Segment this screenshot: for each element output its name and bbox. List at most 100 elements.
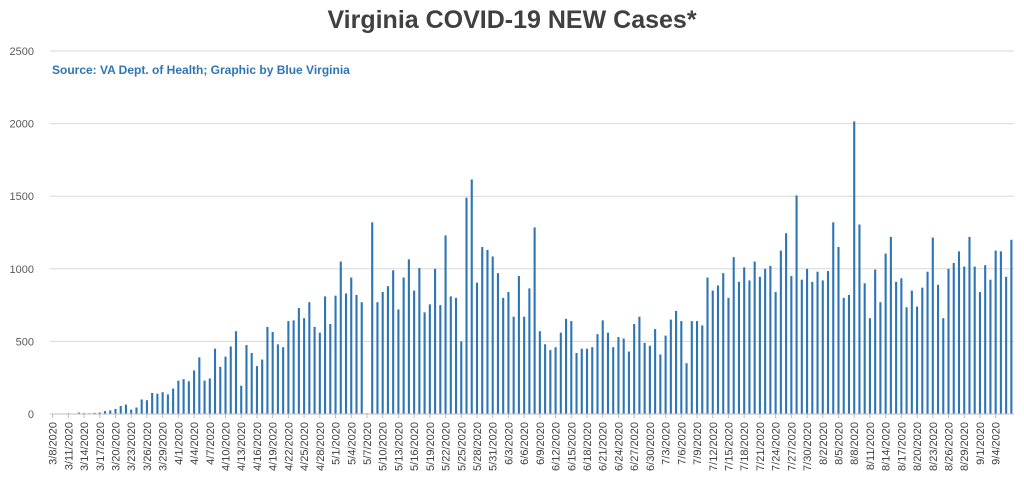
bar <box>1010 239 1013 414</box>
bar <box>103 411 107 414</box>
bar <box>512 316 515 414</box>
x-tick-label: 6/21/2020 <box>598 422 610 471</box>
bar <box>826 270 830 414</box>
bar <box>182 379 185 414</box>
bar <box>900 278 903 414</box>
bar <box>737 281 740 414</box>
bar <box>957 251 961 414</box>
bar <box>585 348 589 414</box>
bar <box>407 259 410 414</box>
bar <box>135 407 138 414</box>
bar <box>800 279 803 414</box>
bar <box>832 222 835 414</box>
bar <box>952 262 955 414</box>
x-tick-label: 3/11/2020 <box>63 422 75 470</box>
bar <box>413 290 416 414</box>
x-tick-label: 5/19/2020 <box>425 422 437 471</box>
x-tick-label: 5/31/2020 <box>488 422 500 471</box>
x-tick-label: 8/2/2020 <box>818 422 830 465</box>
bar <box>470 179 473 414</box>
x-tick-label: 7/6/2020 <box>676 422 688 465</box>
x-tick-label: 7/18/2020 <box>739 422 751 471</box>
x-tick-label: 5/13/2020 <box>393 422 405 471</box>
bar <box>863 283 866 414</box>
bar <box>98 412 101 414</box>
x-tick-label: 5/4/2020 <box>346 422 358 465</box>
y-tick-label: 1500 <box>10 191 34 203</box>
bar <box>638 316 641 414</box>
bar <box>77 412 80 414</box>
bar <box>889 236 892 414</box>
x-tick-label: 7/12/2020 <box>708 422 720 471</box>
bar <box>350 277 353 414</box>
bar <box>659 354 662 414</box>
bar <box>675 310 678 414</box>
bar <box>858 224 861 414</box>
bar <box>654 329 657 414</box>
bar <box>716 285 720 414</box>
bar <box>643 342 646 414</box>
bar <box>701 325 704 414</box>
x-tick-label: 8/29/2020 <box>959 422 971 471</box>
x-tick-label: 8/23/2020 <box>928 422 940 471</box>
y-tick-label: 2000 <box>10 119 34 131</box>
x-tick-label: 4/28/2020 <box>315 422 327 471</box>
bar <box>292 320 295 414</box>
bar <box>156 393 159 414</box>
bar <box>444 235 447 414</box>
bar <box>355 294 358 414</box>
bar <box>255 366 258 414</box>
bar <box>266 326 269 414</box>
x-tick-label: 7/15/2020 <box>724 422 736 471</box>
x-tick-label: 4/19/2020 <box>268 422 280 471</box>
bar <box>774 292 777 414</box>
x-tick-label: 3/26/2020 <box>142 422 154 471</box>
bar <box>722 273 725 414</box>
x-tick-label: 4/10/2020 <box>221 422 233 471</box>
bar <box>790 276 793 414</box>
x-tick-label: 4/7/2020 <box>205 422 217 465</box>
x-tick-label: 8/8/2020 <box>849 422 861 465</box>
bar <box>627 351 630 414</box>
bar <box>517 276 520 414</box>
bar <box>617 337 620 414</box>
bar <box>465 197 468 414</box>
bar <box>166 394 169 414</box>
bar <box>910 290 913 414</box>
x-tick-label: 5/1/2020 <box>331 422 343 465</box>
bar <box>481 247 484 414</box>
x-tick-label: 5/25/2020 <box>456 422 468 471</box>
x-tick-label: 6/15/2020 <box>566 422 578 471</box>
bar <box>921 287 924 414</box>
x-tick-label: 8/5/2020 <box>834 422 846 465</box>
bar <box>475 282 479 414</box>
bar <box>454 297 458 414</box>
x-tick-label: 8/26/2020 <box>944 422 956 471</box>
bar <box>428 304 431 414</box>
x-tick-label: 4/16/2020 <box>252 422 264 471</box>
bar <box>664 335 667 414</box>
x-tick-label: 3/29/2020 <box>158 422 170 471</box>
bar <box>816 271 819 414</box>
bar <box>449 296 452 414</box>
bar <box>874 269 877 414</box>
bar <box>198 357 201 414</box>
bar <box>203 380 206 414</box>
bar <box>753 261 756 414</box>
bar <box>271 331 274 414</box>
bar <box>491 256 494 414</box>
bar <box>942 318 945 414</box>
bar <box>648 345 651 414</box>
chart-source-note: Source: VA Dept. of Health; Graphic by B… <box>52 63 350 77</box>
bar <box>219 366 222 414</box>
bar <box>743 267 746 414</box>
bar <box>565 318 568 414</box>
bar <box>418 268 421 414</box>
bar <box>282 347 285 414</box>
x-tick-label: 3/17/2020 <box>95 422 107 471</box>
y-axis: 0 500 1000 1500 2000 2500 <box>10 46 34 421</box>
bar <box>109 410 112 414</box>
bar <box>460 341 463 414</box>
x-tick-label: 7/9/2020 <box>692 422 704 465</box>
